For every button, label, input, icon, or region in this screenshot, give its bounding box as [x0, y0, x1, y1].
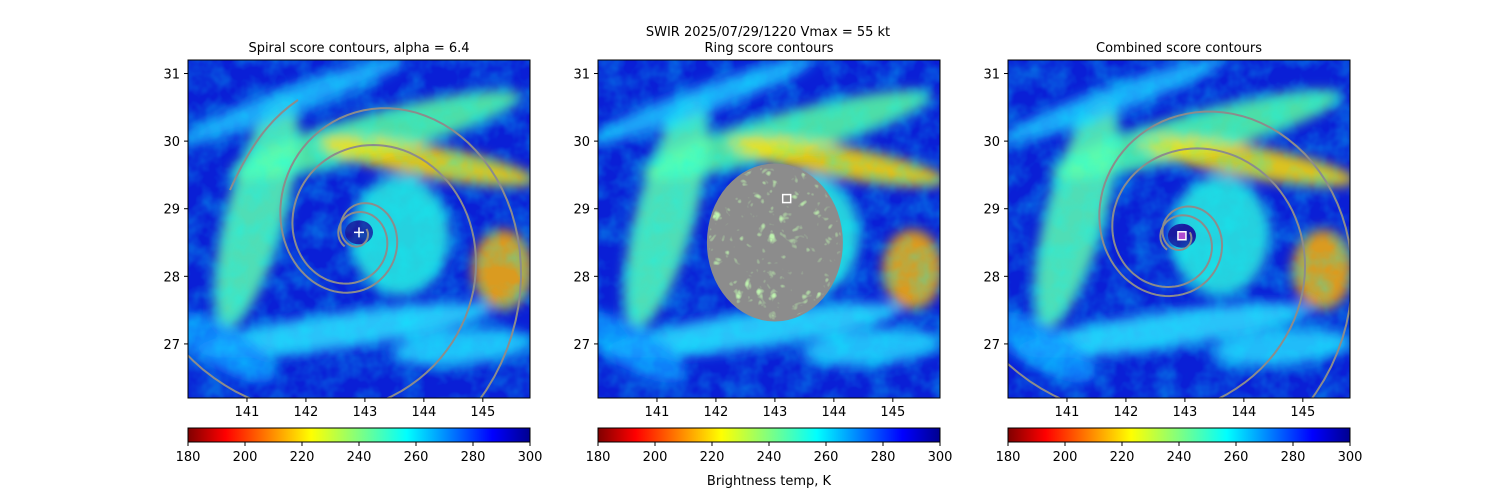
satellite-image — [188, 60, 530, 398]
panel-title: Combined score contours — [1096, 41, 1262, 56]
y-tick-label: 27 — [163, 338, 180, 353]
y-tick-label: 30 — [163, 135, 180, 150]
spiral-contour — [1098, 110, 1350, 398]
panel-title: Spiral score contours, alpha = 6.4 — [248, 41, 469, 56]
panel-3: Combined score contours 141 142 143 144 145 27… — [983, 41, 1363, 465]
axes-frame — [187, 59, 531, 399]
x-tick-label: 143 — [352, 405, 377, 420]
x-tick-label: 141 — [1055, 405, 1080, 420]
satellite-image — [1008, 60, 1350, 398]
x-tick-label: 141 — [235, 405, 260, 420]
panels: Spiral score contours, alpha = 6.4 141 142… — [163, 41, 1363, 465]
colorbar — [597, 427, 941, 443]
x-tick-label: 143 — [1172, 405, 1197, 420]
x-tick-label: 145 — [880, 405, 905, 420]
y-tick-label: 30 — [573, 135, 590, 150]
spiral-contour — [279, 107, 523, 398]
colorbar-tick-label: 240 — [1167, 450, 1192, 465]
colorbar-tick-label: 260 — [404, 450, 429, 465]
colorbar-tick-label: 200 — [233, 450, 258, 465]
y-tick-label: 28 — [573, 270, 590, 285]
colorbar-tick-label: 200 — [643, 450, 668, 465]
colorbar-tick-label: 260 — [814, 450, 839, 465]
colorbar-tick-label: 300 — [518, 450, 543, 465]
x-tick-label: 145 — [1290, 405, 1315, 420]
x-tick-label: 142 — [294, 405, 319, 420]
x-tick-label: 143 — [762, 405, 787, 420]
ring-score-speckle — [708, 165, 841, 320]
y-tick-label: 29 — [573, 203, 590, 218]
colorbar-tick-label: 280 — [871, 450, 896, 465]
y-tick-label: 29 — [983, 203, 1000, 218]
colorbar-tick-label: 300 — [1338, 450, 1363, 465]
panel-1: Spiral score contours, alpha = 6.4 141 142… — [163, 41, 543, 465]
y-tick-label: 31 — [983, 68, 1000, 83]
colorbar-tick-label: 200 — [1053, 450, 1078, 465]
center-marker — [781, 193, 792, 204]
x-tick-label: 142 — [1114, 405, 1139, 420]
colorbar-tick-label: 220 — [290, 450, 315, 465]
y-tick-label: 30 — [983, 135, 1000, 150]
colorbar-tick-label: 240 — [757, 450, 782, 465]
y-tick-label: 31 — [573, 68, 590, 83]
y-tick-label: 31 — [163, 68, 180, 83]
spiral-contour — [188, 143, 478, 398]
colorbar-tick-label: 240 — [347, 450, 372, 465]
x-tick-label: 145 — [470, 405, 495, 420]
colorbar-tick-label: 300 — [928, 450, 953, 465]
panel-title: Ring score contours — [704, 41, 833, 56]
colorbar-label: Brightness temp, K — [707, 474, 832, 489]
suptitle: SWIR 2025/07/29/1220 Vmax = 55 kt — [646, 25, 890, 40]
center-marker — [1177, 231, 1187, 241]
colorbar-tick-label: 180 — [176, 450, 201, 465]
panel-2: Ring score contours 141 142 143 144 145 27 28 29… — [573, 41, 953, 465]
center-marker — [354, 227, 364, 238]
colorbar-tick-label: 180 — [996, 450, 1021, 465]
colorbar-tick-label: 220 — [700, 450, 725, 465]
colorbar-tick-label: 180 — [586, 450, 611, 465]
y-tick-label: 28 — [163, 270, 180, 285]
colorbar — [187, 427, 531, 443]
colorbar-tick-label: 260 — [1224, 450, 1249, 465]
axes-frame — [1007, 59, 1351, 399]
x-tick-label: 144 — [411, 405, 436, 420]
colorbar-tick-label: 220 — [1110, 450, 1135, 465]
x-tick-label: 144 — [821, 405, 846, 420]
colorbar-tick-label: 280 — [1281, 450, 1306, 465]
y-tick-label: 29 — [163, 203, 180, 218]
axes-frame — [597, 59, 941, 399]
contour-arc — [229, 99, 299, 191]
x-tick-label: 144 — [1231, 405, 1256, 420]
contour-lines — [1008, 110, 1350, 398]
spiral-contour — [1008, 147, 1307, 398]
satellite-image — [598, 60, 940, 398]
x-tick-label: 142 — [704, 405, 729, 420]
colorbar-tick-label: 280 — [461, 450, 486, 465]
y-tick-label: 28 — [983, 270, 1000, 285]
colorbar — [1007, 427, 1351, 443]
y-tick-label: 27 — [573, 338, 590, 353]
y-tick-label: 27 — [983, 338, 1000, 353]
contour-lines — [188, 99, 523, 398]
x-tick-label: 141 — [645, 405, 670, 420]
